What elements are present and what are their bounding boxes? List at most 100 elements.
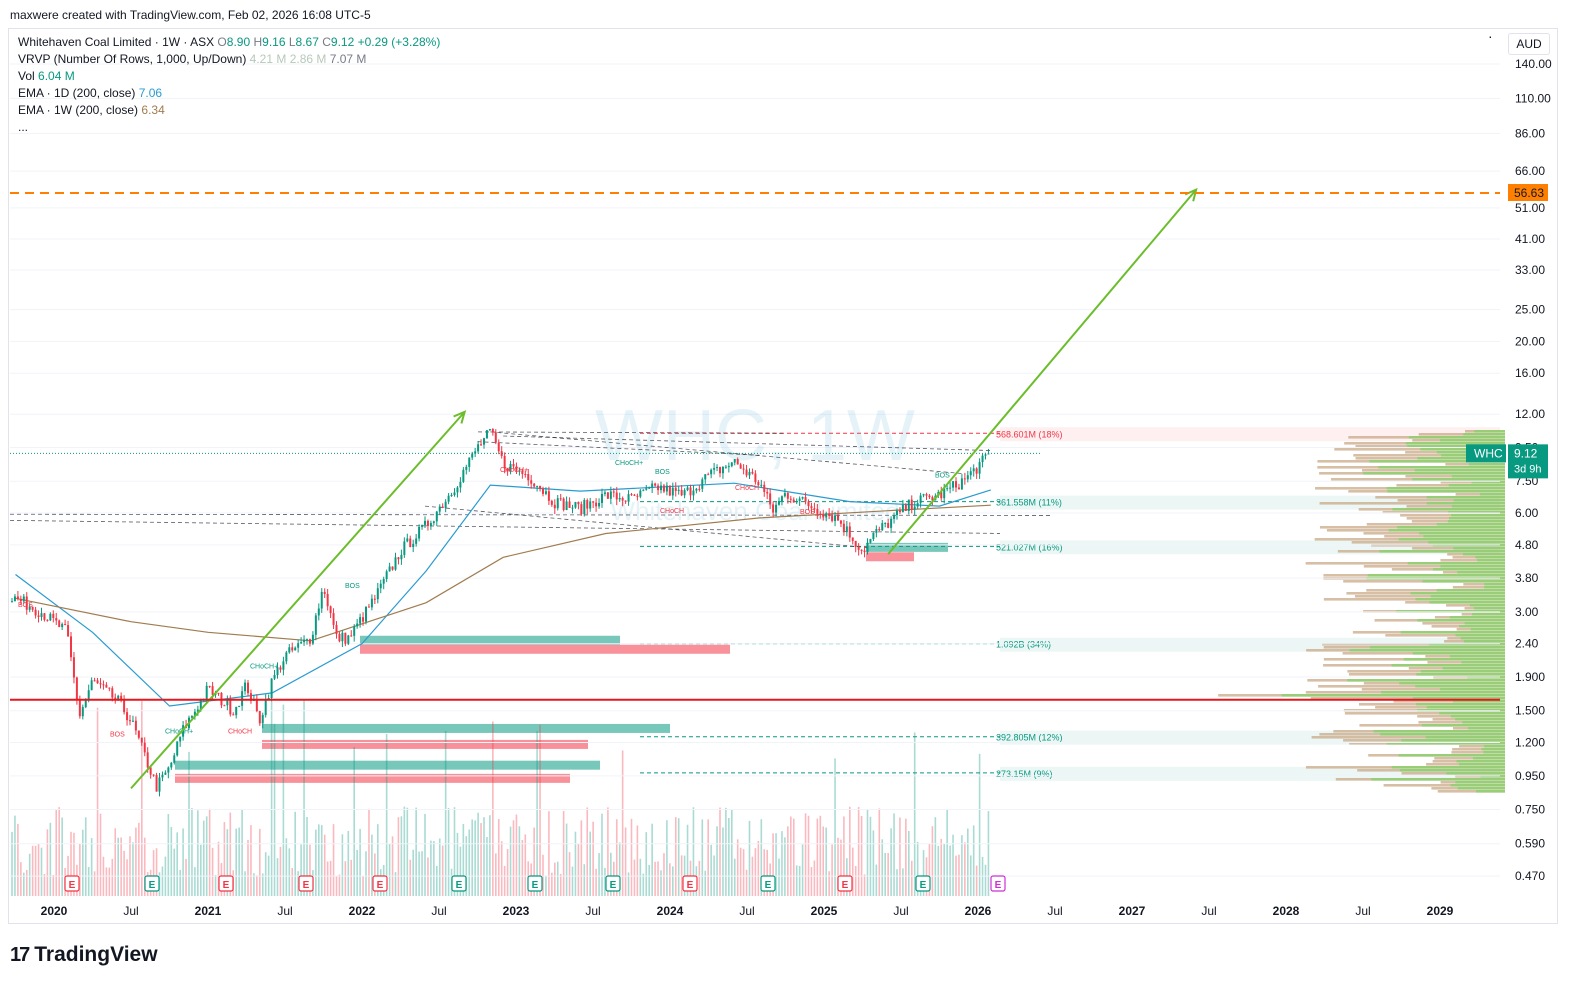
candle-body bbox=[424, 520, 426, 525]
volume-bar bbox=[438, 838, 441, 896]
volume-bar bbox=[630, 818, 633, 896]
price-tick-label: 12.00 bbox=[1515, 407, 1545, 421]
candle-body bbox=[412, 543, 415, 548]
volume-bar bbox=[754, 848, 757, 896]
chart-frame[interactable] bbox=[8, 28, 1558, 924]
volume-bar bbox=[226, 829, 229, 896]
candle-body bbox=[146, 752, 149, 768]
currency-button[interactable]: AUD bbox=[1508, 33, 1550, 55]
candle-body bbox=[388, 566, 391, 572]
price-tick-label: 33.00 bbox=[1515, 263, 1545, 277]
more-options-icon[interactable]: · bbox=[1488, 28, 1493, 44]
volume-profile-bar-up bbox=[1416, 673, 1505, 676]
candle-body bbox=[441, 506, 444, 508]
volume-bar bbox=[559, 873, 562, 896]
candle-body bbox=[642, 489, 645, 491]
volume-profile-bar-up bbox=[1450, 784, 1505, 787]
volume-profile-bar-up bbox=[1461, 661, 1505, 664]
candle-body bbox=[760, 484, 763, 486]
volume-bar bbox=[887, 852, 889, 896]
candle-body bbox=[539, 485, 542, 490]
volume-bar bbox=[910, 860, 913, 896]
candle-body bbox=[350, 635, 353, 637]
volume-bar bbox=[849, 806, 851, 896]
volume-profile-zones: 568.601M (18%) 361.558M (11%) 521.027M (16… bbox=[175, 427, 1500, 783]
symbol-tag bbox=[1466, 444, 1506, 463]
candle-body bbox=[568, 501, 571, 508]
candle-body bbox=[367, 606, 370, 608]
volume-profile-bar-up bbox=[1472, 757, 1505, 760]
ema1w-label[interactable]: EMA · 1W (200, close) bbox=[18, 103, 139, 117]
volume-bar bbox=[595, 868, 597, 896]
candle-body bbox=[842, 523, 845, 533]
volume-bar bbox=[545, 875, 547, 896]
candle-body bbox=[485, 430, 488, 439]
volume-profile-bar-up bbox=[1464, 622, 1505, 625]
candle-body bbox=[421, 524, 424, 527]
volume-profile-bar-up bbox=[1397, 526, 1505, 529]
volume-bar bbox=[73, 832, 75, 896]
candle-body bbox=[306, 639, 308, 641]
volume-profile-bar-up bbox=[1469, 604, 1505, 607]
volume-bar bbox=[731, 810, 733, 896]
volume-profile-bar-up bbox=[1459, 625, 1505, 628]
volume-profile-bar-up bbox=[1423, 535, 1505, 538]
volume-bar bbox=[214, 874, 217, 896]
volume-bar bbox=[353, 747, 355, 896]
volume-bar bbox=[344, 861, 347, 896]
price-tick-label: 110.00 bbox=[1515, 91, 1551, 105]
candle-body bbox=[241, 691, 244, 706]
vol-label[interactable]: Vol bbox=[18, 69, 35, 83]
legend-vol-row[interactable]: Vol 6.04 M bbox=[18, 68, 440, 85]
legend-vrvp-row[interactable]: VRVP (Number Of Rows, 1,000, Up/Down) 4.… bbox=[18, 51, 440, 68]
volume-bar bbox=[480, 823, 482, 896]
volume-bar bbox=[949, 845, 951, 896]
volume-bar bbox=[872, 830, 875, 896]
ema1d-label[interactable]: EMA · 1D (200, close) bbox=[18, 86, 136, 100]
price-tick-label: 66.00 bbox=[1515, 164, 1545, 178]
volume-bar bbox=[943, 843, 945, 896]
legend-symbol-row[interactable]: Whitehaven Coal Limited · 1W · ASX O8.90… bbox=[18, 34, 440, 51]
candle-body bbox=[297, 643, 300, 648]
volume-bar bbox=[739, 847, 742, 896]
volume-profile-bar-down bbox=[1334, 448, 1505, 451]
legend-ema1w-row[interactable]: EMA · 1W (200, close) 6.34 bbox=[18, 102, 440, 119]
candle-body bbox=[164, 772, 167, 775]
vrvp-label[interactable]: VRVP (Number Of Rows, 1,000, Up/Down) bbox=[18, 52, 247, 66]
structure-label: CHoCH+ bbox=[250, 663, 278, 670]
candle-body bbox=[559, 498, 562, 500]
volume-zone-label: 361.558M (11%) bbox=[996, 498, 1062, 508]
candle-body bbox=[595, 502, 598, 507]
volume-bar bbox=[194, 867, 196, 896]
volume-bar bbox=[701, 819, 704, 896]
legend-more-button[interactable]: ... bbox=[18, 120, 29, 134]
legend-ema1d-row[interactable]: EMA · 1D (200, close) 7.06 bbox=[18, 85, 440, 102]
time-tick-label: 2027 bbox=[1119, 904, 1146, 918]
earnings-icon bbox=[760, 875, 776, 892]
candle-body bbox=[235, 706, 238, 716]
volume-bar bbox=[763, 849, 766, 896]
candle-body bbox=[955, 481, 957, 488]
candle-body bbox=[866, 542, 869, 553]
candle-body bbox=[497, 442, 500, 452]
volume-profile-bar-up bbox=[1453, 499, 1505, 502]
projection-arrowhead bbox=[453, 410, 467, 424]
trend-lines bbox=[9, 431, 1051, 549]
volume-bar bbox=[518, 826, 521, 896]
volume-profile-bar-up bbox=[1363, 472, 1505, 475]
volume-profile-bar-up bbox=[1425, 736, 1505, 739]
candle-body bbox=[196, 709, 199, 712]
price-tick-label: 6.00 bbox=[1515, 506, 1539, 520]
candle-body bbox=[247, 682, 249, 694]
volume-bar bbox=[686, 824, 689, 896]
chart-legend: Whitehaven Coal Limited · 1W · ASX O8.90… bbox=[18, 34, 440, 136]
candle-body bbox=[34, 609, 37, 616]
volume-bar bbox=[831, 844, 833, 896]
volume-bar bbox=[663, 853, 665, 896]
candle-body bbox=[102, 684, 105, 686]
candle-body bbox=[884, 522, 887, 524]
volume-bar bbox=[961, 835, 963, 896]
candle-body bbox=[391, 566, 394, 570]
symbol-name[interactable]: Whitehaven Coal Limited · 1W · ASX bbox=[18, 35, 215, 49]
